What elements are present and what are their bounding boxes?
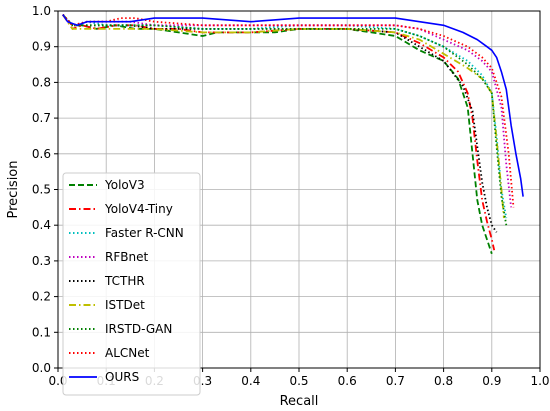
legend-label: ALCNet — [105, 346, 150, 360]
x-tick-label: 0.6 — [338, 374, 357, 388]
series-layer — [62, 13, 524, 255]
legend-box — [62, 172, 201, 396]
x-tick-label: 0.7 — [386, 374, 405, 388]
y-tick-label: 0.6 — [32, 147, 51, 161]
legend-label: YoloV4-Tiny — [104, 202, 173, 216]
x-tick-label: 0.9 — [482, 374, 501, 388]
y-tick-label: 0.3 — [32, 254, 51, 268]
series-line-alcnet — [62, 13, 515, 208]
legend-label: TCTHR — [104, 274, 145, 288]
series-line-ours — [62, 14, 524, 197]
y-tick-label: 1.0 — [32, 4, 51, 18]
y-tick-label: 0.1 — [32, 325, 51, 339]
y-tick-label: 0.7 — [32, 111, 51, 125]
y-tick-label: 0.2 — [32, 290, 51, 304]
y-tick-label: 0.0 — [32, 361, 51, 375]
legend-label: YoloV3 — [104, 178, 145, 192]
legend-label: OURS — [105, 370, 139, 384]
legend-label: IRSTD-GAN — [105, 322, 172, 336]
x-tick-label: 1.0 — [530, 374, 549, 388]
x-tick-label: 0.4 — [241, 374, 260, 388]
y-tick-label: 0.5 — [32, 183, 51, 197]
x-tick-label: 0.8 — [434, 374, 453, 388]
y-tick-label: 0.9 — [32, 40, 51, 54]
series-line-irstd-gan — [62, 13, 508, 226]
y-axis-label: Precision — [6, 160, 21, 218]
y-tick-label: 0.4 — [32, 218, 51, 232]
x-axis-label: Recall — [280, 394, 319, 409]
legend-label: ISTDet — [105, 298, 145, 312]
legend-label: Faster R-CNN — [105, 226, 184, 240]
y-tick-label: 0.8 — [32, 75, 51, 89]
x-tick-label: 0.5 — [289, 374, 308, 388]
series-line-yolov4-tiny — [62, 14, 496, 251]
legend-label: RFBnet — [105, 250, 148, 264]
legend: YoloV3 YoloV4-Tiny Faster R-CNN RFBnet TCTHR… — [62, 172, 201, 396]
